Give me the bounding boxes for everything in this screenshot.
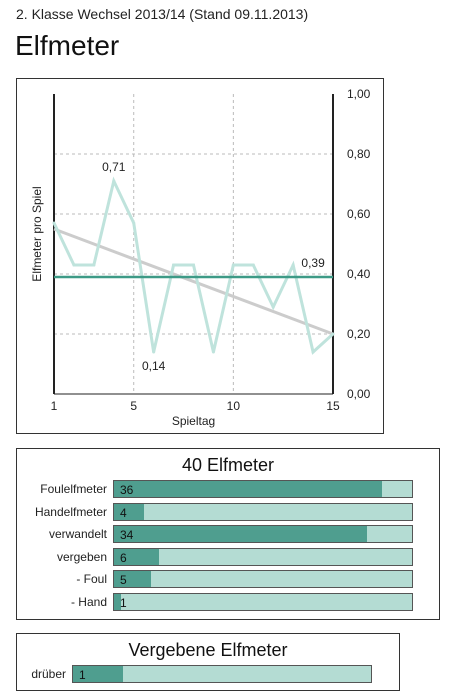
series-point xyxy=(251,263,255,267)
series-point xyxy=(311,350,315,354)
series-point xyxy=(112,179,116,183)
bar-fill xyxy=(114,503,144,520)
bar-track: 5 xyxy=(113,570,413,589)
bar-value-label: 5 xyxy=(120,573,127,588)
bar-track: 36 xyxy=(113,480,413,498)
y-tick-label: 0,00 xyxy=(347,387,371,401)
bar-value-label: 4 xyxy=(120,505,127,520)
bar-track: 6 xyxy=(113,547,413,566)
page-subtitle: 2. Klasse Wechsel 2013/14 (Stand 09.11.2… xyxy=(16,6,309,22)
missed-chart-title: Vergebene Elfmeter xyxy=(128,640,288,660)
bar-fill xyxy=(114,481,383,497)
bar-fill xyxy=(114,548,159,565)
series-point xyxy=(331,332,335,336)
bar-category-label: - Foul xyxy=(76,572,107,587)
trend-line xyxy=(53,227,334,336)
bar-category-label: - Hand xyxy=(70,595,107,609)
data-label: 0,14 xyxy=(142,359,166,373)
bar-category-label: vergeben xyxy=(56,549,107,564)
series-point xyxy=(231,263,235,267)
bar-track: 1 xyxy=(72,665,372,683)
bar-fill xyxy=(114,571,152,588)
bar-row: - Foul 5 xyxy=(17,570,413,590)
series-point xyxy=(211,350,215,354)
penalty-bar-chart-panel: 40 Elfmeter Foulelfmeter 36 Handelfmeter 4 v… xyxy=(16,448,440,620)
series-point xyxy=(72,263,76,267)
bar-track: 1 xyxy=(113,593,413,611)
x-axis-label: Spieltag xyxy=(172,414,215,428)
bar-row: vergeben 6 xyxy=(17,547,413,568)
data-label: 0,71 xyxy=(102,160,126,174)
bar-category-label: Handelfmeter xyxy=(34,504,107,519)
bar-track: 34 xyxy=(113,525,413,544)
bar-value-label: 6 xyxy=(120,550,127,565)
bar-chart-title: 40 Elfmeter xyxy=(181,455,275,475)
y-tick-label: 0,20 xyxy=(347,327,371,341)
series-point xyxy=(92,263,96,267)
page-title: Elfmeter xyxy=(15,30,120,61)
bar-row: Foulelfmeter 36 xyxy=(17,480,413,500)
missed-penalties-panel: Vergebene Elfmeter drüber 1 xyxy=(16,633,400,691)
y-tick-label: 1,00 xyxy=(347,87,371,101)
bar-value-label: 1 xyxy=(79,668,86,682)
bar-fill xyxy=(114,594,122,610)
x-tick-label: 10 xyxy=(227,399,241,413)
series-point xyxy=(271,305,275,309)
bar-category-label: verwandelt xyxy=(48,527,107,542)
data-label: 0,39 xyxy=(301,256,325,270)
bar-row: verwandelt 34 xyxy=(17,525,413,545)
line-chart: 0,000,200,400,600,801,001 5 10 150,710,140,… xyxy=(30,87,371,428)
bar-category-label: Foulelfmeter xyxy=(40,482,107,496)
series-point xyxy=(291,263,295,267)
series-point xyxy=(152,350,156,354)
series-point xyxy=(192,263,195,267)
bar-row: drüber 1 xyxy=(17,665,372,685)
bar-category-label: drüber xyxy=(31,667,66,681)
line-chart-panel: 0,00 0,20 0,40 0,60 0,80 1,00 1 5 10 15 0,71 0,14 0,… xyxy=(16,78,384,434)
bar-value-label: 36 xyxy=(120,483,134,497)
x-tick-label: 5 xyxy=(130,399,137,413)
bar-track: 4 xyxy=(113,502,413,521)
bar-row: Handelfmeter 4 xyxy=(17,502,413,523)
x-tick-label: 15 xyxy=(326,399,340,413)
series-point xyxy=(172,263,176,267)
y-tick-label: 0,60 xyxy=(347,207,371,221)
bar-value-label: 1 xyxy=(120,596,127,610)
x-tick-label: 1 xyxy=(51,399,58,413)
series-point xyxy=(52,221,56,225)
y-axis-label: Elfmeter pro Spiel xyxy=(30,186,44,281)
bar-fill xyxy=(114,526,368,543)
y-tick-label: 0,80 xyxy=(347,147,371,161)
bar-value-label: 34 xyxy=(120,528,134,543)
series-point xyxy=(132,221,136,225)
bar-row: - Hand 1 xyxy=(17,593,413,613)
y-tick-label: 0,40 xyxy=(347,267,371,281)
bar-fill xyxy=(73,666,123,682)
